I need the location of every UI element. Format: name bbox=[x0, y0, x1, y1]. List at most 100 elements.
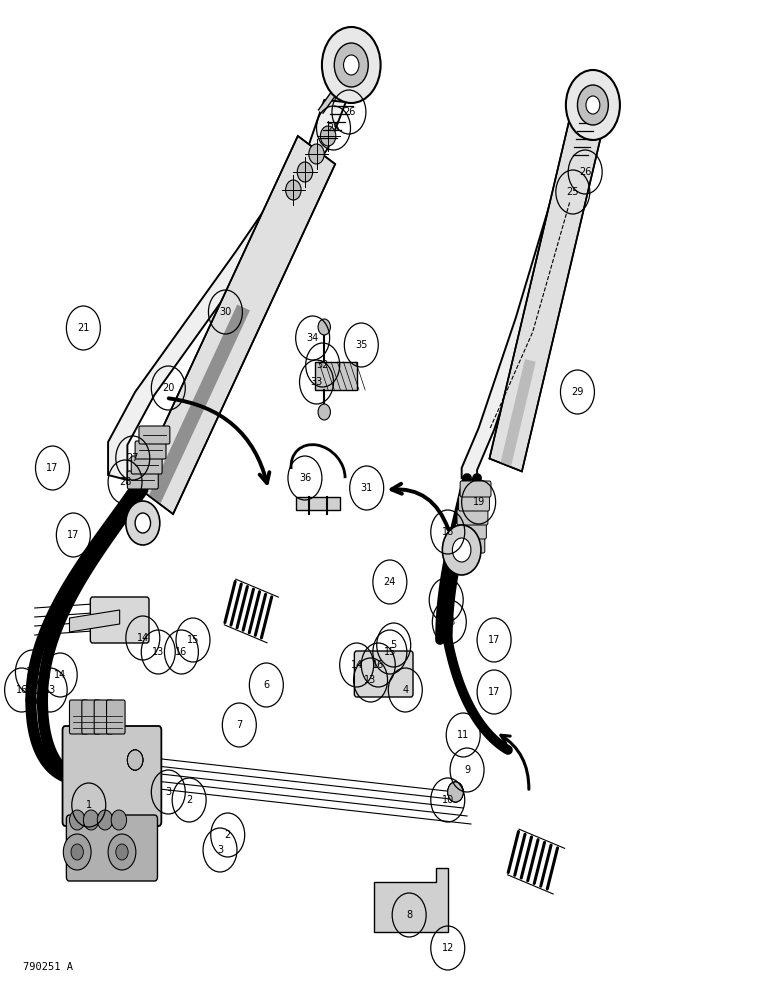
FancyBboxPatch shape bbox=[354, 651, 413, 697]
Circle shape bbox=[83, 810, 99, 830]
FancyBboxPatch shape bbox=[63, 726, 161, 826]
FancyBboxPatch shape bbox=[107, 700, 125, 734]
Text: 26: 26 bbox=[343, 107, 355, 117]
Text: 8: 8 bbox=[406, 910, 412, 920]
Circle shape bbox=[344, 55, 359, 75]
Circle shape bbox=[334, 43, 368, 87]
Text: 13: 13 bbox=[152, 647, 164, 657]
Text: 23: 23 bbox=[443, 617, 455, 627]
Text: 31: 31 bbox=[361, 483, 373, 493]
FancyBboxPatch shape bbox=[66, 815, 157, 881]
Circle shape bbox=[318, 404, 330, 420]
FancyBboxPatch shape bbox=[459, 495, 489, 511]
Text: 16: 16 bbox=[175, 647, 188, 657]
Text: 12: 12 bbox=[442, 943, 454, 953]
FancyBboxPatch shape bbox=[454, 537, 485, 553]
Polygon shape bbox=[296, 497, 340, 510]
Circle shape bbox=[442, 525, 481, 575]
Text: 13: 13 bbox=[364, 675, 377, 685]
FancyBboxPatch shape bbox=[82, 700, 100, 734]
Text: 1: 1 bbox=[86, 800, 92, 810]
Circle shape bbox=[318, 319, 330, 335]
Text: 17: 17 bbox=[67, 530, 80, 540]
Text: 25: 25 bbox=[567, 187, 579, 197]
Text: 21: 21 bbox=[77, 323, 90, 333]
Circle shape bbox=[63, 834, 91, 870]
Text: 15: 15 bbox=[26, 667, 39, 677]
Polygon shape bbox=[108, 100, 346, 480]
Circle shape bbox=[452, 538, 471, 562]
Text: 14: 14 bbox=[137, 633, 149, 643]
FancyBboxPatch shape bbox=[139, 426, 170, 444]
Circle shape bbox=[320, 126, 336, 146]
Circle shape bbox=[322, 27, 381, 103]
Text: 18: 18 bbox=[442, 527, 454, 537]
Text: 7: 7 bbox=[236, 720, 242, 730]
Text: 26: 26 bbox=[579, 167, 591, 177]
FancyBboxPatch shape bbox=[127, 471, 158, 489]
Polygon shape bbox=[69, 610, 120, 632]
Circle shape bbox=[448, 782, 463, 802]
Text: 14: 14 bbox=[54, 670, 66, 680]
Circle shape bbox=[127, 750, 143, 770]
Text: 13: 13 bbox=[44, 685, 56, 695]
Text: 17: 17 bbox=[46, 463, 59, 473]
Circle shape bbox=[566, 70, 620, 140]
FancyBboxPatch shape bbox=[455, 523, 486, 539]
Text: 2: 2 bbox=[225, 830, 231, 840]
Text: 24: 24 bbox=[384, 577, 396, 587]
Text: 33: 33 bbox=[310, 377, 323, 387]
Text: 32: 32 bbox=[317, 360, 329, 370]
Text: 22: 22 bbox=[440, 595, 452, 605]
Text: 17: 17 bbox=[488, 635, 500, 645]
Circle shape bbox=[448, 782, 463, 802]
Text: 16: 16 bbox=[372, 660, 384, 670]
Circle shape bbox=[116, 844, 128, 860]
Text: 17: 17 bbox=[488, 687, 500, 697]
Text: 6: 6 bbox=[263, 680, 269, 690]
Circle shape bbox=[71, 844, 83, 860]
Polygon shape bbox=[374, 868, 448, 932]
FancyBboxPatch shape bbox=[131, 456, 162, 474]
FancyBboxPatch shape bbox=[94, 700, 113, 734]
Text: 16: 16 bbox=[15, 685, 28, 695]
Circle shape bbox=[108, 834, 136, 870]
Circle shape bbox=[135, 513, 151, 533]
Text: 3: 3 bbox=[217, 845, 223, 855]
Circle shape bbox=[309, 144, 324, 164]
Circle shape bbox=[97, 810, 113, 830]
Circle shape bbox=[127, 750, 143, 770]
Text: 36: 36 bbox=[299, 473, 311, 483]
Circle shape bbox=[448, 782, 463, 802]
Text: 20: 20 bbox=[162, 383, 174, 393]
Text: 10: 10 bbox=[442, 795, 454, 805]
Polygon shape bbox=[489, 122, 601, 471]
Circle shape bbox=[127, 750, 143, 770]
Text: 790251 A: 790251 A bbox=[23, 962, 73, 972]
Text: 30: 30 bbox=[219, 307, 232, 317]
Text: 5: 5 bbox=[391, 640, 397, 650]
Text: 15: 15 bbox=[384, 647, 396, 657]
Text: 19: 19 bbox=[472, 497, 485, 507]
Text: 9: 9 bbox=[464, 765, 470, 775]
Text: 35: 35 bbox=[355, 340, 367, 350]
Polygon shape bbox=[462, 118, 596, 480]
Circle shape bbox=[286, 180, 301, 200]
FancyBboxPatch shape bbox=[90, 597, 149, 643]
Circle shape bbox=[127, 750, 143, 770]
Circle shape bbox=[111, 810, 127, 830]
Circle shape bbox=[127, 750, 143, 770]
FancyBboxPatch shape bbox=[460, 481, 491, 497]
Circle shape bbox=[69, 810, 85, 830]
Circle shape bbox=[577, 85, 608, 125]
Text: 34: 34 bbox=[306, 333, 319, 343]
Text: 29: 29 bbox=[571, 387, 584, 397]
Text: 28: 28 bbox=[119, 477, 131, 487]
Text: 4: 4 bbox=[402, 685, 408, 695]
Text: 15: 15 bbox=[187, 635, 199, 645]
Circle shape bbox=[448, 782, 463, 802]
Text: 25: 25 bbox=[327, 123, 340, 133]
FancyBboxPatch shape bbox=[135, 441, 166, 459]
Circle shape bbox=[126, 501, 160, 545]
Circle shape bbox=[448, 782, 463, 802]
